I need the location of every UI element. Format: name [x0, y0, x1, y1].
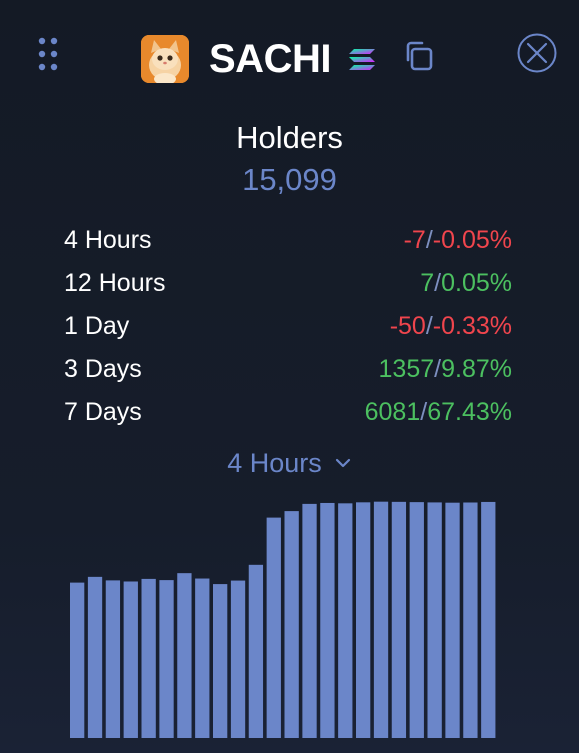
chart-bar[interactable] — [391, 501, 407, 738]
chart-bar[interactable] — [105, 580, 121, 738]
chart-bar[interactable] — [123, 581, 138, 738]
cat-avatar-icon — [141, 35, 189, 83]
chart-bar[interactable] — [409, 502, 424, 738]
chart-bar[interactable] — [302, 503, 317, 738]
chart-bar[interactable] — [427, 502, 442, 738]
stat-change-value: 6081/67.43% — [365, 391, 512, 434]
chart-bar[interactable] — [284, 511, 299, 738]
stat-change-count: -7 — [403, 226, 426, 254]
chart-bar[interactable] — [213, 584, 228, 738]
stat-row-12-hours: 12 Hours 7/0.05% — [64, 262, 512, 305]
chevron-down-icon — [335, 458, 350, 468]
stat-change-value: 7/0.05% — [420, 262, 512, 305]
stat-separator: / — [425, 312, 433, 340]
stat-row-1-day: 1 Day -50/-0.33% — [64, 305, 512, 348]
stat-period-label: 4 Hours — [64, 226, 152, 254]
holder-count: 15,099 — [242, 162, 337, 197]
close-button[interactable] — [517, 33, 557, 73]
holders-title: Holders — [236, 120, 343, 155]
chart-bar[interactable] — [141, 578, 156, 738]
chart-bar[interactable] — [248, 564, 264, 738]
stat-change-count: 6081 — [364, 398, 421, 426]
stat-row-4-hours: 4 Hours -7/-0.05% — [64, 219, 512, 262]
chart-bar[interactable] — [463, 502, 478, 739]
chart-bar[interactable] — [70, 582, 85, 738]
chart-bar[interactable] — [87, 576, 103, 738]
stat-separator: / — [434, 355, 442, 383]
token-name: SACHI — [209, 37, 331, 81]
solana-icon — [348, 47, 376, 71]
stat-separator: / — [425, 226, 433, 254]
chart-bar[interactable] — [338, 503, 353, 738]
stat-change-value: 1357/9.87% — [379, 348, 512, 391]
stat-change-value: -7/-0.05% — [404, 219, 512, 262]
stat-change-count: 1357 — [378, 355, 435, 383]
period-dropdown[interactable]: 4 Hours — [0, 443, 579, 483]
stat-change-percent: 9.87% — [441, 355, 512, 383]
stat-separator: / — [420, 398, 428, 426]
stat-row-3-days: 3 Days 1357/9.87% — [64, 348, 512, 391]
stat-change-percent: -0.33% — [432, 312, 512, 340]
holders-bar-chart — [70, 501, 496, 739]
holder-change-list: 4 Hours -7/-0.05% 12 Hours 7/0.05% 1 Day… — [64, 219, 512, 434]
stat-change-count: -50 — [389, 312, 426, 340]
stat-change-percent: 67.43% — [427, 398, 512, 426]
chart-bar[interactable] — [445, 502, 460, 738]
stat-row-7-days: 7 Days 6081/67.43% — [64, 391, 512, 434]
drag-handle-icon[interactable] — [37, 37, 59, 71]
chart-bar[interactable] — [159, 580, 174, 738]
period-dropdown-label: 4 Hours — [227, 447, 322, 478]
close-circle-icon — [517, 33, 557, 73]
chart-bar[interactable] — [320, 502, 335, 738]
chart-bar[interactable] — [230, 580, 246, 738]
stat-period-label: 12 Hours — [64, 269, 166, 297]
stat-period-label: 3 Days — [64, 355, 142, 383]
stat-change-count: 7 — [420, 269, 435, 297]
stat-period-label: 1 Day — [64, 312, 130, 340]
chart-bar[interactable] — [177, 573, 192, 738]
chart-bar[interactable] — [195, 578, 210, 738]
stat-period-label: 7 Days — [64, 398, 142, 426]
chart-bar[interactable] — [356, 502, 371, 738]
stat-separator: / — [434, 269, 442, 297]
chart-bar[interactable] — [481, 501, 496, 738]
stat-change-percent: 0.05% — [441, 269, 512, 297]
chart-bar[interactable] — [373, 501, 389, 738]
stat-change-value: -50/-0.33% — [390, 305, 512, 348]
copy-icon[interactable] — [403, 40, 435, 72]
stat-change-percent: -0.05% — [432, 226, 512, 254]
chart-bar[interactable] — [266, 517, 281, 738]
